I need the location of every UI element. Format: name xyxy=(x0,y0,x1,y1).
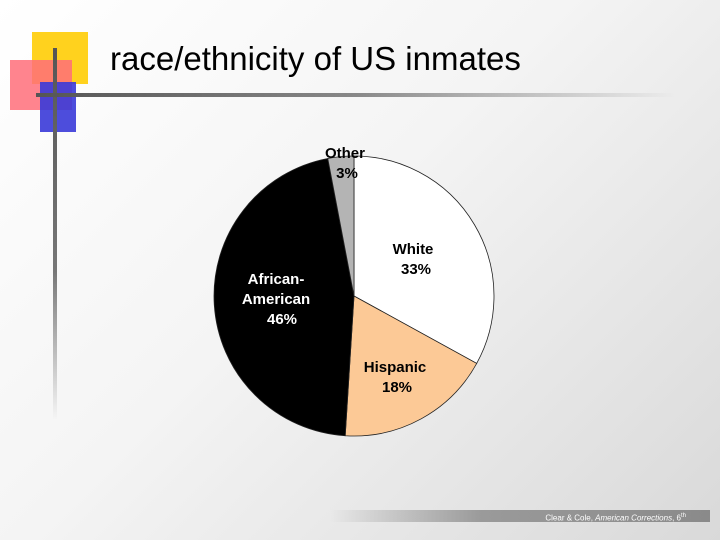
decorative-blue-square xyxy=(40,82,76,132)
slice-value-label-hispanic: 18% xyxy=(382,379,412,396)
pie-slice-hispanic xyxy=(344,295,478,437)
pie-slice-african-american xyxy=(213,158,355,437)
citation-edition: , 6 xyxy=(672,513,681,523)
slice-name-label-other: Other xyxy=(325,145,365,162)
decorative-vertical-line xyxy=(53,48,57,420)
citation-book: American Corrections xyxy=(595,513,673,523)
slice-name-label-hispanic: Hispanic xyxy=(364,359,427,376)
citation-authors: Clear & Cole, xyxy=(545,513,596,523)
slice-value-label-white: 33% xyxy=(401,261,431,278)
footer-bar xyxy=(330,510,710,522)
slice-value-label-other: 3% xyxy=(336,165,358,182)
slice-value-label-african-american: 46% xyxy=(267,311,297,328)
slide-title: race/ethnicity of US inmates xyxy=(110,40,521,77)
pie-slice-white xyxy=(353,155,495,364)
slice-name-label-african-american: African- xyxy=(248,271,305,288)
pie-slice-other xyxy=(327,155,355,297)
decorative-horizontal-line xyxy=(36,93,676,97)
source-citation: Clear & Cole, American Corrections, 6th xyxy=(545,510,686,525)
citation-edition-suffix: th xyxy=(680,513,686,519)
slice-name-label-white: White xyxy=(393,241,434,258)
slice-name-label-african-american: American xyxy=(242,291,310,308)
